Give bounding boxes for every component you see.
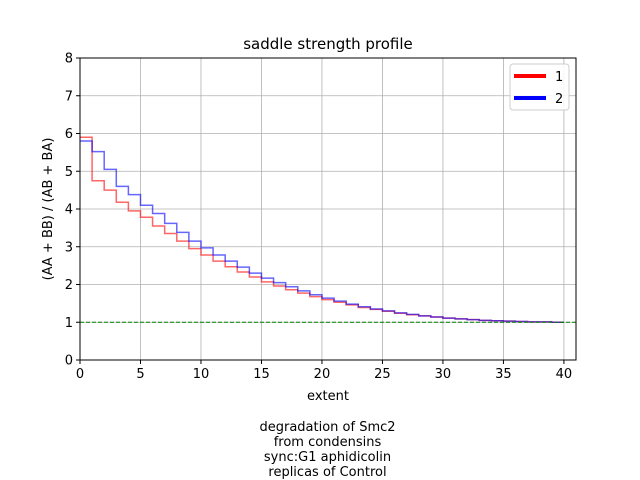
x-tick-label: 0 — [76, 367, 84, 382]
caption-line-1: degradation of Smc2 — [259, 420, 396, 435]
y-tick-label: 7 — [65, 89, 73, 104]
x-tick-label: 40 — [556, 367, 573, 382]
x-tick-label: 35 — [495, 367, 512, 382]
x-tick-label: 15 — [253, 367, 270, 382]
x-axis-label: extent — [307, 389, 349, 404]
y-tick-label: 0 — [65, 354, 73, 369]
caption-line-2: from condensins — [273, 435, 382, 450]
y-tick-label: 6 — [65, 127, 73, 142]
y-ticks: 0 1 2 3 4 5 6 7 8 — [65, 52, 80, 369]
legend-label-1: 1 — [555, 70, 563, 85]
x-tick-label: 30 — [435, 367, 452, 382]
y-tick-label: 8 — [65, 52, 73, 67]
legend-label-2: 2 — [555, 92, 563, 107]
series-layer — [80, 136, 564, 323]
y-tick-label: 5 — [65, 165, 73, 180]
x-tick-label: 5 — [136, 367, 144, 382]
caption-line-4: replicas of Control — [268, 465, 387, 480]
y-axis-label: (AA + BB) / (AB + BA) — [41, 138, 56, 281]
grid — [79, 57, 576, 361]
y-tick-label: 3 — [65, 240, 73, 255]
y-tick-label: 1 — [65, 316, 73, 331]
x-tick-label: 10 — [193, 367, 210, 382]
chart-title: saddle strength profile — [243, 35, 413, 53]
legend: 12 — [509, 63, 570, 111]
x-tick-label: 25 — [374, 367, 391, 382]
y-tick-label: 4 — [65, 203, 73, 218]
y-tick-label: 2 — [65, 278, 73, 293]
series-line-2 — [80, 140, 564, 323]
caption-line-3: sync:G1 aphidicolin — [263, 450, 392, 465]
x-tick-label: 20 — [314, 367, 331, 382]
x-ticks: 0 5 10 15 20 25 30 35 40 — [76, 360, 572, 382]
